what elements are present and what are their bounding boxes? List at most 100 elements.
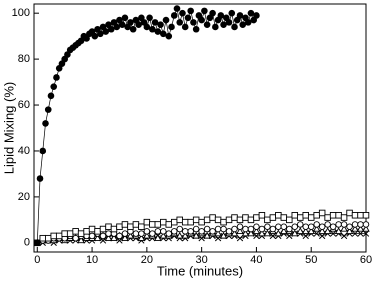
y-tick-label: 40 <box>18 145 30 157</box>
data-point <box>154 228 162 235</box>
data-point <box>116 232 123 240</box>
data-point <box>203 21 211 28</box>
data-point <box>274 229 283 237</box>
data-point <box>263 229 272 237</box>
data-point <box>209 214 216 221</box>
data-point <box>99 237 107 244</box>
data-point <box>269 232 277 240</box>
data-point <box>198 218 205 226</box>
data-point <box>356 224 365 232</box>
data-point <box>171 218 178 226</box>
data-point <box>214 225 222 233</box>
data-point <box>44 106 52 113</box>
data-point <box>214 235 222 242</box>
data-point <box>351 221 359 228</box>
data-point <box>143 228 151 235</box>
data-point <box>138 223 145 230</box>
data-point <box>160 218 167 226</box>
data-point <box>269 225 277 233</box>
data-point <box>220 21 227 28</box>
data-point <box>198 228 205 235</box>
data-point <box>280 223 288 230</box>
data-point <box>201 7 208 15</box>
data-point <box>94 228 101 235</box>
data-point <box>55 232 63 240</box>
data-point <box>116 223 123 230</box>
data-point <box>44 234 52 242</box>
data-point <box>302 232 309 240</box>
data-point <box>192 231 200 239</box>
data-point <box>53 74 60 81</box>
data-point <box>170 12 178 19</box>
data-point <box>192 216 200 224</box>
data-point <box>291 212 299 219</box>
data-point <box>297 214 304 221</box>
data-point <box>118 21 126 28</box>
data-point <box>121 221 129 228</box>
data-point <box>220 218 227 226</box>
data-point <box>91 32 99 40</box>
data-point <box>220 225 227 233</box>
data-point <box>340 221 348 228</box>
data-point <box>190 19 197 26</box>
data-point <box>253 232 260 240</box>
data-point <box>110 225 118 233</box>
data-point <box>102 28 110 35</box>
x-tick-label: 40 <box>250 254 262 266</box>
y-tick-label: 60 <box>18 99 30 111</box>
data-point <box>351 230 359 237</box>
data-point <box>228 9 236 17</box>
data-point <box>286 232 293 240</box>
data-point <box>83 228 90 235</box>
data-point <box>176 225 183 233</box>
data-point <box>181 231 189 239</box>
data-point <box>296 227 305 234</box>
data-point <box>66 230 74 237</box>
data-point <box>149 230 156 237</box>
data-point <box>247 216 255 224</box>
data-point <box>242 214 249 221</box>
data-point <box>187 7 194 15</box>
data-point <box>121 234 129 241</box>
data-point <box>253 223 260 230</box>
data-point <box>184 14 192 22</box>
data-point <box>302 212 309 219</box>
data-point <box>171 228 178 235</box>
data-point <box>143 23 151 31</box>
data-point <box>129 25 137 33</box>
data-point <box>346 223 353 230</box>
data-point <box>116 237 123 244</box>
data-point <box>50 232 57 240</box>
y-tick-label: 0 <box>24 237 30 249</box>
data-point <box>61 230 68 237</box>
data-point <box>275 223 282 230</box>
data-point <box>179 9 186 17</box>
y-tick-label: 20 <box>18 191 30 203</box>
data-point <box>149 221 156 228</box>
data-point <box>192 25 200 33</box>
data-point <box>72 234 79 242</box>
data-point <box>231 214 238 221</box>
data-point <box>236 223 244 230</box>
data-point <box>149 25 156 33</box>
data-point <box>323 227 332 234</box>
data-point <box>247 225 255 233</box>
data-point <box>154 28 162 35</box>
data-point <box>297 221 304 228</box>
data-point <box>105 223 112 230</box>
data-point <box>357 212 364 219</box>
data-point <box>231 23 238 31</box>
data-point <box>335 212 342 219</box>
data-point <box>107 25 115 33</box>
data-point <box>280 227 288 234</box>
data-point <box>269 214 277 221</box>
data-point <box>127 19 134 26</box>
data-point <box>313 221 320 228</box>
data-point <box>33 239 41 247</box>
data-point <box>77 230 85 237</box>
data-point <box>154 234 162 241</box>
data-point <box>286 225 293 233</box>
data-point <box>132 230 140 237</box>
data-point <box>105 230 112 237</box>
x-tick-label: 30 <box>196 254 208 266</box>
